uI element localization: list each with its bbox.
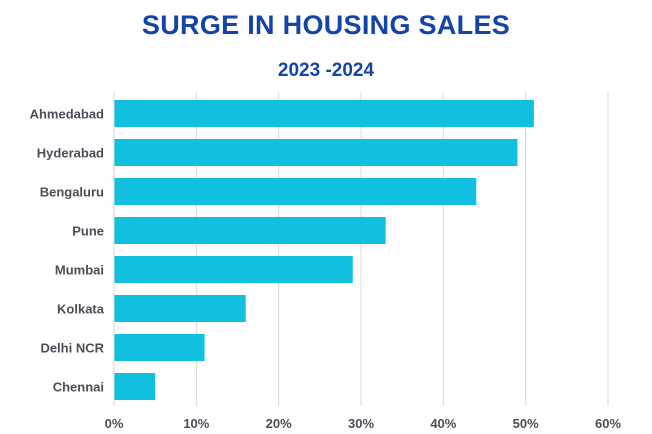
category-label: Pune [72,224,104,239]
category-label: Chennai [53,380,104,395]
bar-hyderabad [114,139,518,166]
bar-pune [114,217,386,244]
category-label: Ahmedabad [30,107,104,122]
x-tick-label: 40% [430,416,456,431]
chart-title: SURGE IN HOUSING SALES [141,10,511,40]
category-label: Delhi NCR [40,341,104,356]
bar-chennai [114,373,156,400]
x-tick-label: 30% [348,416,374,431]
chart-subtitle: 2023 -2024 [277,60,375,81]
bar-ahmedabad [114,100,534,127]
x-tick-label: 10% [183,416,209,431]
x-tick-label: 60% [595,416,621,431]
category-label: Bengaluru [40,185,104,200]
bar-delhi-ncr [114,334,205,361]
bar-kolkata [114,295,246,322]
category-label: Hyderabad [37,146,104,161]
bar-mumbai [114,256,353,283]
x-tick-label: 20% [266,416,292,431]
x-tick-label: 50% [513,416,539,431]
x-tick-label: 0% [105,416,124,431]
category-label: Kolkata [57,302,105,317]
category-label: Mumbai [55,263,104,278]
bar-bengaluru [114,178,477,205]
